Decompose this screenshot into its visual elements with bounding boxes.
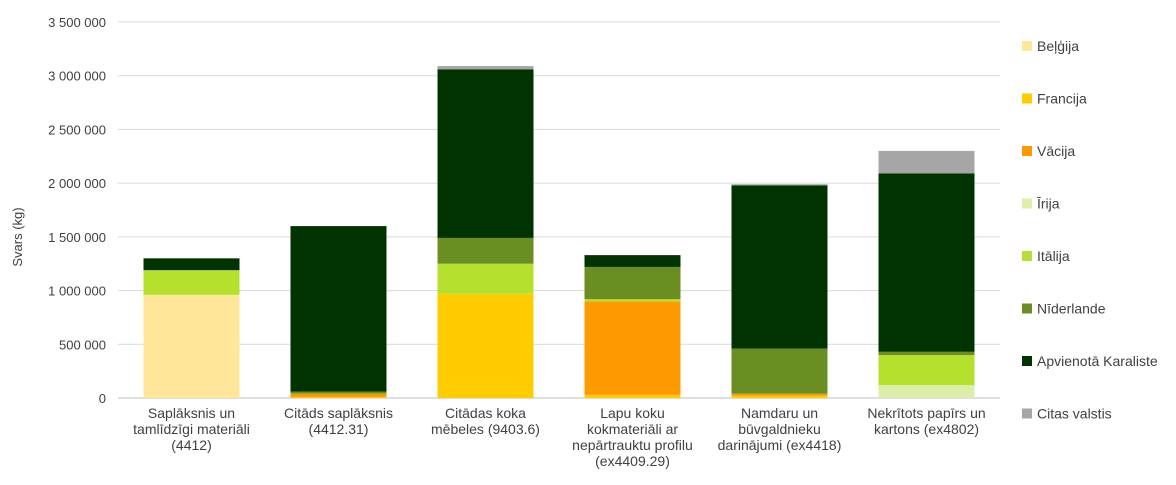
- bar-segment: [437, 66, 534, 70]
- x-tick-label: Citāds saplāksnis (4412.31): [284, 405, 393, 437]
- bar-segment: [878, 150, 975, 174]
- bar-segment: [731, 395, 828, 398]
- x-tick-label-line: (4412): [171, 437, 211, 453]
- legend-swatch: [1022, 198, 1032, 209]
- legend-swatch: [1022, 356, 1032, 366]
- x-tick-label-line: darinājumi (ex4418): [718, 437, 842, 453]
- legend-swatch: [1022, 303, 1032, 314]
- legend-swatch: [1022, 41, 1032, 51]
- bars-layer: [143, 66, 975, 398]
- legend-item: Francija: [1022, 91, 1087, 107]
- y-tick-label: 2 500 000: [48, 122, 106, 137]
- x-tick-label: Namdaru un būvgaldnieku darinājumi (ex4418…: [718, 405, 842, 453]
- y-axis-title: Svars (kg): [10, 207, 25, 266]
- legend-label: Vācija: [1037, 143, 1075, 159]
- bar-segment: [290, 226, 387, 392]
- bar-segment: [731, 185, 828, 349]
- x-tick-label: Lapu koku kokmateriāli ar nepārtrauktu pro…: [572, 405, 693, 469]
- bar-segment: [731, 393, 828, 396]
- legend-item: Beļģija: [1022, 38, 1079, 54]
- bar-segment: [878, 351, 975, 356]
- legend-item: Apvienotā Karaliste: [1022, 353, 1158, 369]
- axis-layer: 0 500 000 1 000 000 1 500 000 2 000 000 2 500…: [48, 15, 985, 469]
- x-tick-label-line: Namdaru un: [741, 405, 818, 421]
- legend: Beļģija Francija Vācija Īrija Itālija Nīderla…: [1022, 38, 1158, 422]
- y-tick-label: 1 000 000: [48, 284, 106, 299]
- legend-swatch: [1022, 146, 1032, 156]
- bar-segment: [731, 348, 828, 394]
- y-tick-label: 500 000: [59, 337, 106, 352]
- bar-segment: [584, 255, 681, 267]
- bar-segment: [584, 266, 681, 300]
- x-tick-label-line: kartons (ex4802): [874, 421, 979, 437]
- x-tick-label-line: nepārtrauktu profilu: [572, 437, 693, 453]
- grid-layer: [118, 21, 1000, 399]
- y-tick-label: 3 500 000: [48, 15, 106, 30]
- legend-label: Īrija: [1037, 196, 1060, 212]
- bar-segment: [143, 258, 240, 271]
- bar-segment: [584, 301, 681, 395]
- bar-segment: [143, 294, 240, 398]
- x-tick-label-line: kokmateriāli ar: [587, 421, 678, 437]
- bar-segment: [731, 184, 828, 186]
- legend-label: Nīderlande: [1037, 301, 1106, 317]
- bar-segment: [437, 237, 534, 264]
- legend-swatch: [1022, 408, 1032, 419]
- bar-segment: [290, 393, 387, 397]
- bar-segment: [584, 299, 681, 302]
- x-tick-label: Saplāksnis un tamlīdzīgi materiāli (4412): [133, 405, 250, 453]
- legend-label: Apvienotā Karaliste: [1037, 353, 1158, 369]
- x-tick-label-line: Saplāksnis un: [148, 405, 235, 421]
- bar-segment: [290, 391, 387, 394]
- legend-label: Francija: [1037, 91, 1087, 107]
- x-tick-label-line: Citādas koka: [445, 405, 526, 421]
- x-tick-label-line: mēbeles (9403.6): [431, 421, 540, 437]
- x-tick-label-line: tamlīdzīgi materiāli: [133, 421, 250, 437]
- y-tick-label: 0: [99, 391, 106, 406]
- legend-item: Īrija: [1022, 196, 1060, 212]
- legend-swatch: [1022, 251, 1032, 261]
- legend-item: Itālija: [1022, 248, 1070, 264]
- bar-segment: [290, 396, 387, 398]
- legend-item: Nīderlande: [1022, 301, 1106, 317]
- x-tick-label-line: būvgaldnieku: [738, 421, 821, 437]
- x-tick-label-line: Nekrītots papīrs un: [867, 405, 985, 421]
- x-tick-label-line: Citāds saplāksnis: [284, 405, 393, 421]
- legend-label: Beļģija: [1037, 38, 1079, 54]
- bar-segment: [878, 385, 975, 398]
- legend-label: Itālija: [1037, 248, 1070, 264]
- x-tick-label-line: Lapu koku: [600, 405, 665, 421]
- legend-swatch: [1022, 93, 1032, 104]
- x-tick-label: Nekrītots papīrs un kartons (ex4802): [867, 405, 985, 437]
- bar-segment: [143, 270, 240, 295]
- x-tick-label-line: (ex4409.29): [595, 453, 670, 469]
- legend-item: Citas valstis: [1022, 406, 1112, 422]
- bar-segment: [437, 263, 534, 294]
- y-tick-label: 1 500 000: [48, 230, 106, 245]
- bar-segment: [878, 355, 975, 386]
- x-tick-label: Citādas koka mēbeles (9403.6): [431, 405, 540, 437]
- legend-item: Vācija: [1022, 143, 1075, 159]
- bar-segment: [437, 293, 534, 398]
- y-tick-label: 3 000 000: [48, 69, 106, 84]
- legend-label: Citas valstis: [1037, 406, 1112, 422]
- y-tick-label: 2 000 000: [48, 176, 106, 191]
- x-tick-label-line: (4412.31): [309, 421, 369, 437]
- bar-segment: [437, 69, 534, 238]
- bar-segment: [584, 394, 681, 398]
- bar-segment: [878, 173, 975, 352]
